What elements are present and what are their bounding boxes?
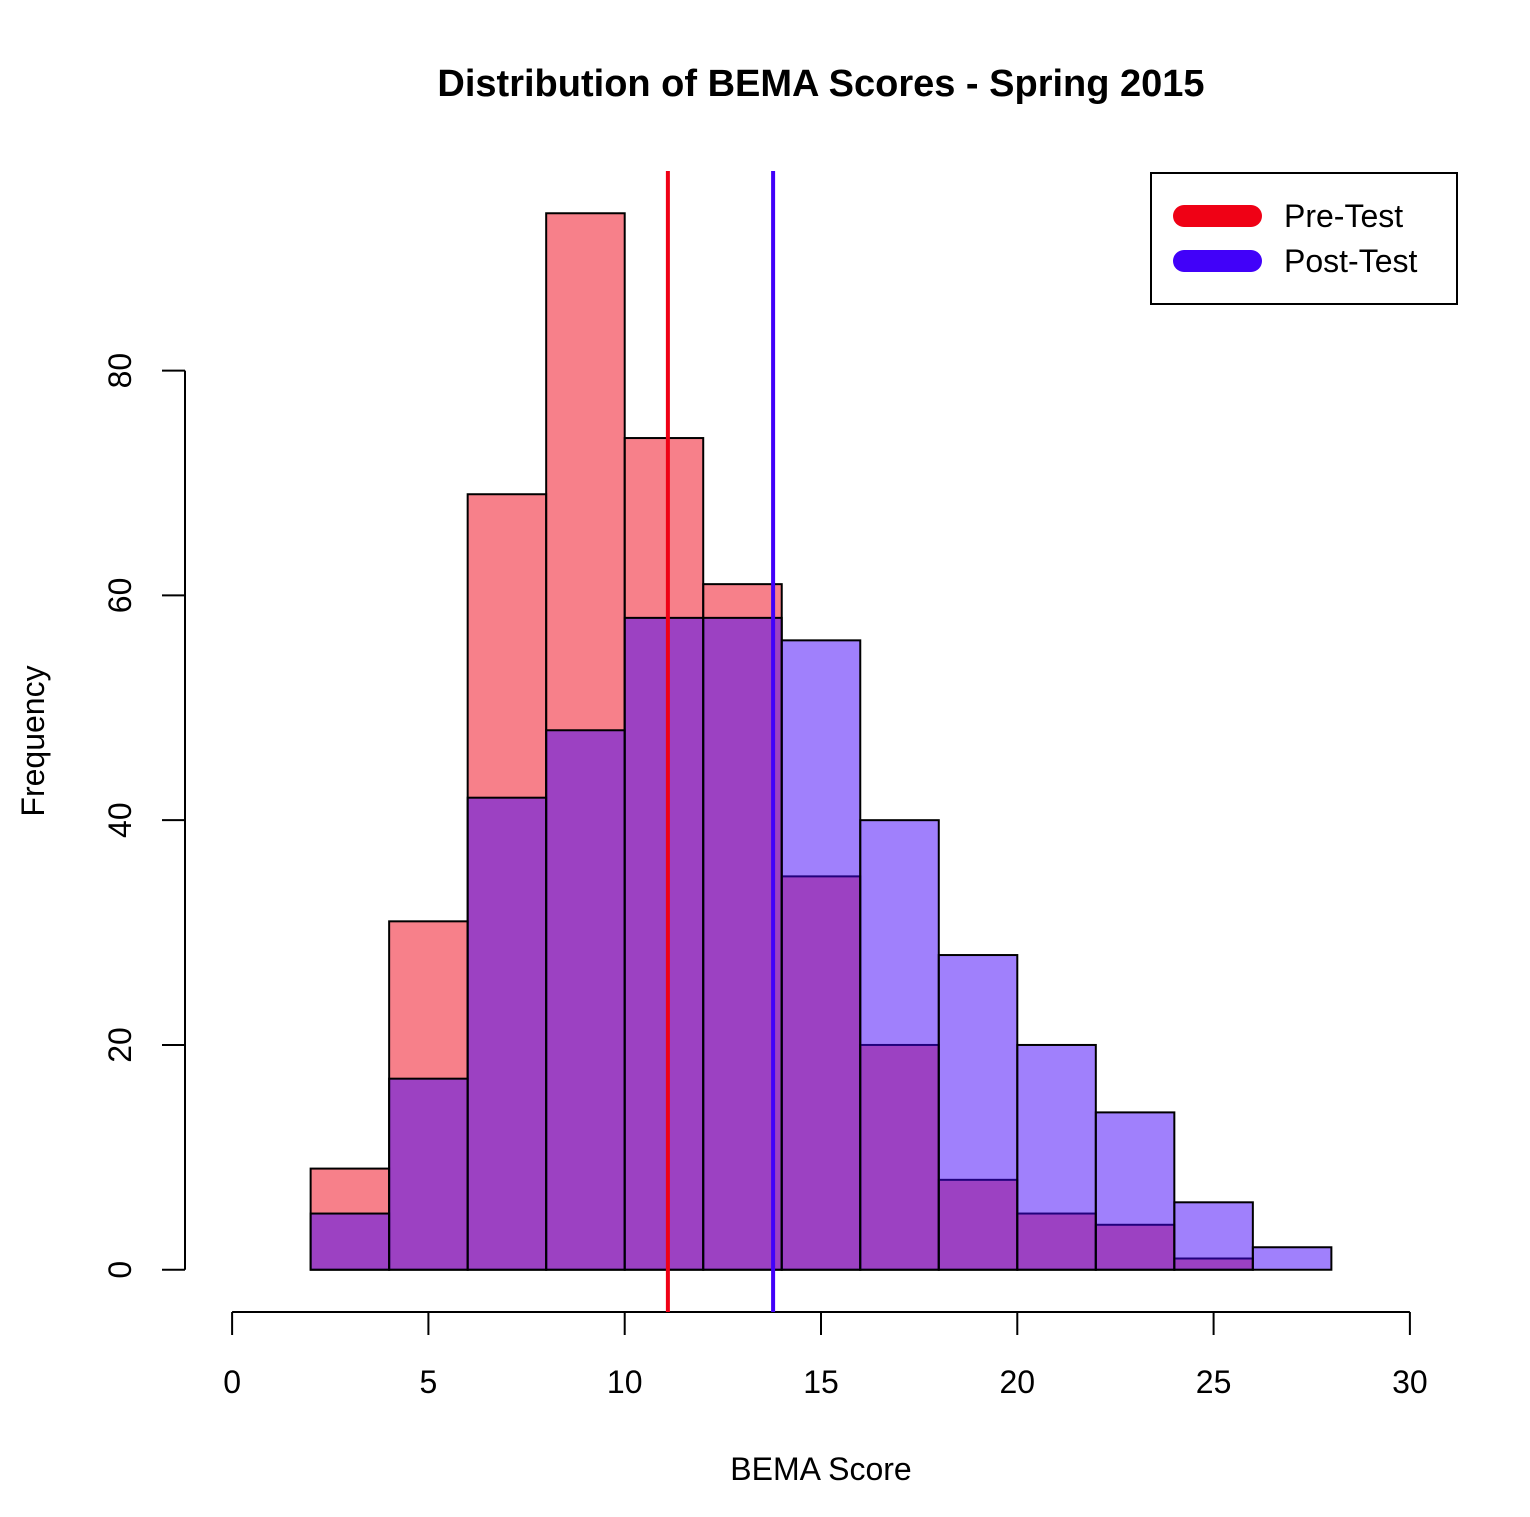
bar — [1251, 1246, 1333, 1271]
bar — [466, 796, 548, 1271]
bar — [309, 1212, 391, 1271]
x-tick-label: 0 — [223, 1364, 241, 1400]
x-tick-label: 15 — [803, 1364, 839, 1400]
x-tick-label: 30 — [1392, 1364, 1428, 1400]
x-tick-label: 20 — [999, 1364, 1035, 1400]
bar — [623, 616, 705, 1271]
legend: Pre-Test Post-Test — [1150, 172, 1458, 305]
y-axis-label: Frequency — [15, 665, 51, 816]
bar — [1173, 1201, 1254, 1271]
bar — [1016, 1043, 1097, 1271]
x-tick-label: 5 — [420, 1364, 438, 1400]
chart-title: Distribution of BEMA Scores - Spring 201… — [437, 63, 1204, 105]
x-tick-label: 10 — [607, 1364, 643, 1400]
y-tick-label: 60 — [102, 578, 138, 614]
legend-label: Pre-Test — [1284, 198, 1403, 234]
bar — [937, 954, 1019, 1271]
bar — [1094, 1111, 1176, 1271]
y-tick-label: 0 — [102, 1261, 138, 1279]
y-tick-label: 40 — [102, 802, 138, 838]
bar — [388, 1077, 469, 1271]
bar — [780, 639, 862, 1271]
bar — [859, 819, 940, 1271]
x-tick-label: 25 — [1196, 1364, 1232, 1400]
x-axis-label: BEMA Score — [730, 1451, 911, 1487]
bar — [702, 616, 783, 1271]
legend-box — [1150, 172, 1458, 305]
y-tick-label: 20 — [102, 1027, 138, 1063]
y-tick-label: 80 — [102, 353, 138, 389]
bar — [545, 729, 626, 1271]
legend-label: Post-Test — [1284, 243, 1417, 279]
